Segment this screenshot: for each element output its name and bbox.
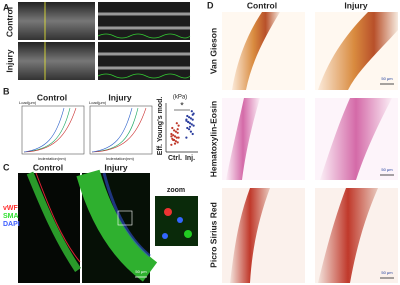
scale-bar: 50 μm bbox=[381, 167, 393, 172]
data-point bbox=[174, 140, 177, 143]
data-point bbox=[188, 122, 192, 125]
stain-label: vWF bbox=[3, 205, 19, 212]
stain-label: SMA bbox=[3, 213, 19, 220]
data-point bbox=[188, 128, 191, 131]
data-point bbox=[185, 136, 188, 139]
data-point bbox=[173, 135, 177, 138]
data-point bbox=[185, 118, 188, 121]
axis-label: Load(μm) bbox=[89, 100, 107, 105]
data-point bbox=[189, 117, 192, 120]
scatter-plot: Ctrl. Inj. bbox=[165, 103, 198, 162]
data-point bbox=[175, 136, 178, 139]
stain-label: DAPI bbox=[3, 221, 20, 228]
row-label: Hematoxylin-Eosin bbox=[208, 101, 218, 178]
data-point bbox=[186, 114, 189, 118]
histology-images bbox=[222, 12, 398, 283]
data-point bbox=[191, 113, 194, 116]
data-point bbox=[173, 129, 176, 132]
data-point bbox=[190, 123, 193, 126]
scale-bar: 50 μm bbox=[381, 76, 393, 81]
data-point bbox=[177, 124, 180, 127]
data-point bbox=[172, 138, 175, 142]
data-point bbox=[192, 124, 195, 127]
ultrasound-images bbox=[18, 2, 191, 80]
data-point bbox=[190, 110, 193, 113]
data-point bbox=[175, 122, 178, 125]
panel-label: A bbox=[3, 2, 10, 12]
row-label: Control bbox=[4, 7, 14, 37]
unit-label: (kPa) bbox=[173, 95, 187, 101]
column-label: Control bbox=[33, 162, 63, 172]
column-label: Injury bbox=[104, 162, 127, 172]
axis-label: Load(μm) bbox=[19, 100, 37, 105]
column-label: Control bbox=[247, 0, 277, 10]
force-curves bbox=[21, 105, 153, 155]
category-label: Ctrl. bbox=[168, 155, 182, 162]
scale-bar: 50 μm bbox=[135, 269, 147, 274]
row-label: Van Gieson bbox=[208, 28, 218, 74]
row-label: Picro Sirius Red bbox=[208, 202, 218, 268]
data-point bbox=[188, 125, 192, 128]
fluorescence-images bbox=[18, 169, 198, 283]
data-point bbox=[176, 128, 179, 131]
scale-bar: 50 μm bbox=[381, 270, 393, 275]
data-point bbox=[170, 135, 173, 138]
data-point bbox=[173, 142, 177, 145]
data-point bbox=[191, 132, 194, 136]
data-point bbox=[191, 118, 194, 121]
data-point bbox=[171, 126, 174, 130]
data-point bbox=[187, 120, 190, 124]
data-point bbox=[176, 141, 179, 144]
panel-label: B bbox=[3, 86, 10, 96]
significance: * bbox=[180, 100, 184, 110]
axis-label: Eff. Young's mod. bbox=[157, 97, 164, 156]
panel-label: C bbox=[3, 162, 10, 172]
category-label: Inj. bbox=[185, 155, 195, 162]
data-point bbox=[177, 136, 180, 139]
data-point bbox=[170, 132, 173, 136]
zoom-label: zoom bbox=[167, 187, 185, 194]
data-point bbox=[172, 134, 175, 137]
axis-label: Indentation(nm) bbox=[106, 156, 135, 161]
data-point bbox=[188, 116, 191, 119]
plot-title: Control bbox=[37, 92, 67, 102]
row-label: Injury bbox=[4, 49, 14, 72]
column-label: Injury bbox=[344, 0, 367, 10]
data-point bbox=[174, 130, 177, 133]
data-point bbox=[176, 131, 179, 134]
panel-label: D bbox=[207, 0, 214, 10]
plot-title: Injury bbox=[108, 92, 131, 102]
data-point bbox=[189, 130, 192, 133]
data-point bbox=[170, 143, 173, 146]
data-point bbox=[186, 126, 189, 130]
axis-label: Indentation(nm) bbox=[38, 156, 67, 161]
